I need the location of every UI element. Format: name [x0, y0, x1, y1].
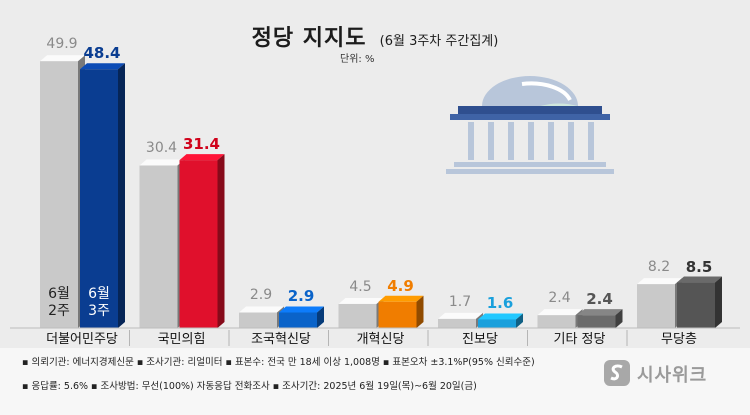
- bar-prev-2: [239, 312, 277, 328]
- bar-prev-1: [139, 165, 178, 328]
- value-label-prev-6: 8.2: [647, 259, 671, 276]
- footer-line-2: ▪ 응답률: 5.6% ▪ 조사방법: 무선(100%) 자동응답 전화조사 ▪…: [22, 381, 477, 392]
- value-label-current-4: 1.6: [486, 294, 514, 313]
- bar-current-5-top: [577, 309, 623, 316]
- chart-subtitle: (6월 3주차 주간집계): [379, 34, 499, 49]
- category-label-3: 개혁신당: [356, 332, 405, 347]
- category-label-5: 기타 정당: [553, 332, 606, 347]
- chart-header: 정당 지지도 (6월 3주차 주간집계): [0, 20, 750, 52]
- logo-text: 시사위크: [637, 365, 708, 386]
- inbar-label-prev: 6월 2주: [48, 286, 70, 319]
- bar-prev-5-top: [537, 309, 583, 316]
- value-label-prev-0: 49.9: [46, 36, 78, 53]
- bar-current-6: [677, 282, 715, 328]
- bar-current-5: [577, 315, 616, 328]
- bar-current-3: [378, 301, 417, 328]
- value-label-current-5: 2.4: [586, 290, 613, 309]
- bar-current-5-side: [615, 309, 623, 328]
- bar-current-4-top: [478, 313, 523, 320]
- value-label-current-0: 48.4: [83, 44, 121, 63]
- bar-current-2: [279, 312, 317, 328]
- bar-prev-0-top: [40, 55, 85, 62]
- bar-prev-4: [438, 318, 476, 328]
- bar-current-2-top: [279, 306, 324, 313]
- national-assembly-icon: [446, 76, 614, 174]
- bar-current-0-top: [80, 63, 125, 70]
- value-label-prev-2: 2.9: [249, 287, 273, 304]
- bar-prev-1-top: [139, 159, 185, 166]
- bar-current-4-side: [516, 313, 523, 328]
- value-label-current-2: 2.9: [287, 287, 315, 306]
- value-label-prev-4: 1.7: [448, 293, 472, 310]
- inbar-label-current: 6월 3주: [88, 286, 110, 319]
- unit-note: 단위: %: [340, 54, 375, 65]
- bar-prev-2-top: [239, 306, 284, 313]
- value-label-prev-5: 2.4: [548, 290, 571, 307]
- bar-prev-0: [40, 61, 78, 328]
- chart-title: 정당 지지도: [251, 26, 367, 51]
- bar-prev-6-top: [637, 278, 682, 285]
- bar-current-6-side: [715, 276, 722, 328]
- bar-prev-3-top: [338, 297, 384, 304]
- value-label-prev-1: 30.4: [145, 140, 178, 157]
- footer-line-1: ▪ 의뢰기관: 에너지경제신문 ▪ 조사기관: 리얼미터 ▪ 표본수: 전국 만…: [22, 357, 535, 368]
- bar-current-3-top: [378, 295, 424, 302]
- bar-current-6-top: [677, 276, 722, 283]
- bar-prev-5: [537, 315, 576, 328]
- category-label-4: 진보당: [462, 332, 498, 347]
- bar-current-1-top: [179, 154, 225, 161]
- category-label-2: 조국혁신당: [251, 332, 311, 347]
- bar-prev-6: [637, 284, 675, 328]
- publisher-logo: 시사위크: [603, 358, 733, 388]
- value-label-prev-3: 4.5: [349, 278, 372, 295]
- bar-prev-4-top: [438, 312, 483, 319]
- value-label-current-6: 8.5: [685, 257, 713, 276]
- bar-current-0: [80, 69, 118, 328]
- category-label-0: 더불어민주당: [46, 332, 118, 347]
- category-label-1: 국민의힘: [157, 332, 206, 347]
- bar-current-4: [478, 319, 516, 328]
- logo-icon: [604, 360, 630, 386]
- bar-current-0-side: [118, 63, 125, 328]
- bar-current-2-side: [317, 306, 324, 328]
- bar-current-1-side: [217, 154, 225, 328]
- bar-chart: [10, 55, 740, 346]
- value-label-current-1: 31.4: [182, 135, 220, 154]
- bar-current-3-side: [416, 295, 424, 328]
- category-label-6: 무당층: [661, 332, 697, 347]
- bar-current-1: [179, 160, 218, 328]
- bar-prev-3: [338, 303, 377, 328]
- value-label-current-3: 4.9: [387, 276, 414, 295]
